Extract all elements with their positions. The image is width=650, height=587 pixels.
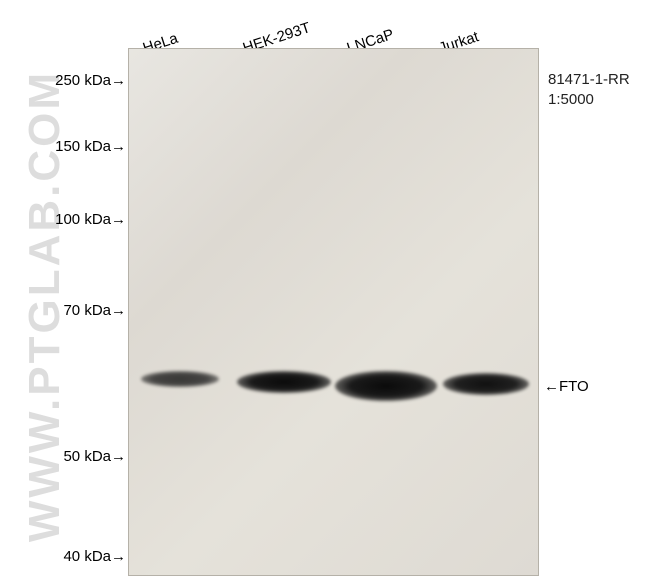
blot-figure: WWW.PTGLAB.COM HeLa HEK-293T LNCaP Jurka… <box>0 0 650 587</box>
mw-marker: 150 kDa→ <box>55 138 126 155</box>
mw-marker: 70 kDa→ <box>63 302 126 319</box>
mw-marker: 250 kDa→ <box>55 72 126 89</box>
mw-marker: 50 kDa→ <box>63 448 126 465</box>
mw-marker: 40 kDa→ <box>63 548 126 565</box>
target-protein-label: ←FTO <box>544 378 589 395</box>
band-lane-hek293t <box>237 371 331 393</box>
band-lane-jurkat <box>443 373 529 395</box>
catalog-number: 81471-1-RR <box>548 71 630 88</box>
mw-marker: 100 kDa→ <box>55 211 126 228</box>
band-lane-lncap <box>335 371 437 401</box>
band-lane-hela <box>141 371 219 387</box>
dilution: 1:5000 <box>548 91 594 108</box>
antibody-info: 81471-1-RR 1:5000 <box>548 70 630 109</box>
blot-membrane <box>128 48 539 576</box>
